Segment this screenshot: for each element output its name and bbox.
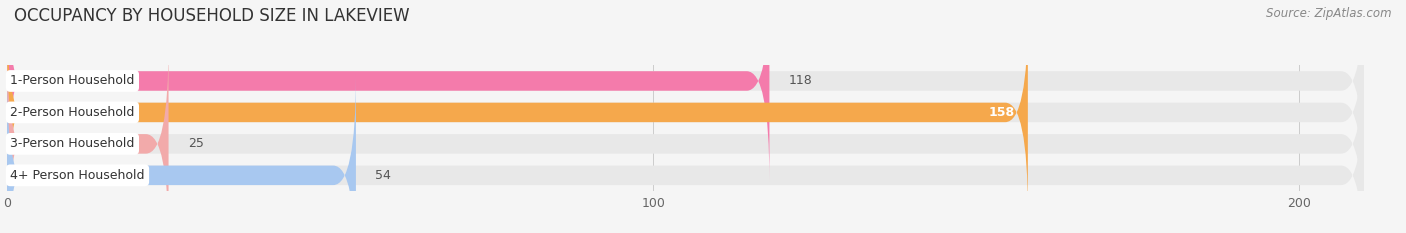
FancyBboxPatch shape xyxy=(7,44,1364,233)
Text: 25: 25 xyxy=(188,137,204,150)
Text: 3-Person Household: 3-Person Household xyxy=(10,137,135,150)
FancyBboxPatch shape xyxy=(7,0,1364,181)
Text: 118: 118 xyxy=(789,75,813,87)
FancyBboxPatch shape xyxy=(7,12,1364,213)
Text: 2-Person Household: 2-Person Household xyxy=(10,106,135,119)
Text: Source: ZipAtlas.com: Source: ZipAtlas.com xyxy=(1267,7,1392,20)
Text: 4+ Person Household: 4+ Person Household xyxy=(10,169,145,182)
FancyBboxPatch shape xyxy=(7,44,169,233)
Text: 1-Person Household: 1-Person Household xyxy=(10,75,135,87)
Text: OCCUPANCY BY HOUSEHOLD SIZE IN LAKEVIEW: OCCUPANCY BY HOUSEHOLD SIZE IN LAKEVIEW xyxy=(14,7,409,25)
Text: 54: 54 xyxy=(375,169,391,182)
FancyBboxPatch shape xyxy=(7,12,1028,213)
FancyBboxPatch shape xyxy=(7,75,356,233)
FancyBboxPatch shape xyxy=(7,0,769,181)
Text: 158: 158 xyxy=(988,106,1015,119)
FancyBboxPatch shape xyxy=(7,75,1364,233)
